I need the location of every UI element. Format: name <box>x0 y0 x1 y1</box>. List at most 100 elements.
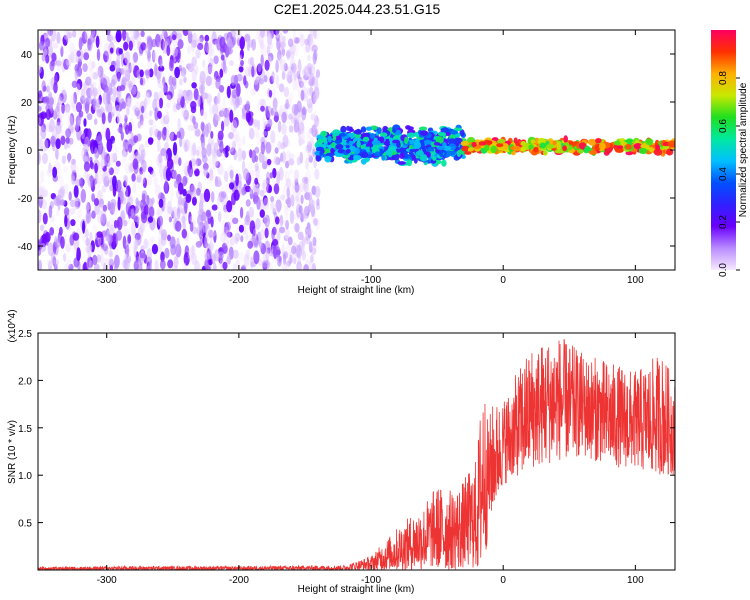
heatmap-cell <box>267 34 271 48</box>
heatmap-cell <box>297 231 304 241</box>
heatmap-cell <box>281 48 286 56</box>
heatmap-cell <box>299 80 304 88</box>
heatmap-cell <box>404 136 409 145</box>
heatmap-cell <box>296 70 301 79</box>
heatmap-cell <box>140 30 145 37</box>
heatmap-cell <box>44 139 49 152</box>
colorbar-tick-label: 0.0 <box>718 263 729 277</box>
heatmap-cell <box>145 89 152 98</box>
heatmap-cell <box>290 63 295 71</box>
heatmap-cell <box>327 135 332 143</box>
heatmap-cell <box>173 153 179 165</box>
heatmap-cell <box>65 137 71 144</box>
heatmap-cell <box>124 124 130 135</box>
heatmap-cell <box>149 167 154 175</box>
heatmap-cell <box>80 188 87 203</box>
heatmap-cell <box>85 237 90 247</box>
heatmap-cell <box>245 199 251 207</box>
heatmap-cell <box>224 150 229 158</box>
heatmap-cell <box>300 89 305 102</box>
heatmap-cell <box>64 142 68 150</box>
heatmap-cell <box>191 245 195 255</box>
heatmap-cell <box>132 180 137 194</box>
heatmap-cell <box>164 142 169 150</box>
heatmap-cell <box>309 30 315 37</box>
heatmap-cell <box>183 76 187 83</box>
heatmap-cell <box>133 214 140 223</box>
heatmap-cell <box>255 131 260 140</box>
heatmap-cell <box>306 227 313 235</box>
heatmap-cell <box>360 126 367 133</box>
heatmap-y-tick-label: 40 <box>21 50 33 61</box>
snr-x-tick-label: -300 <box>97 575 117 586</box>
heatmap-cell <box>253 119 259 128</box>
heatmap-cell <box>190 43 195 53</box>
heatmap-cell <box>197 209 203 217</box>
heatmap-cell <box>133 31 141 38</box>
heatmap-cell <box>182 30 189 37</box>
heatmap-cell <box>136 174 142 183</box>
heatmap-cell <box>422 147 427 152</box>
heatmap-cell <box>157 130 162 141</box>
heatmap-cell <box>172 76 177 87</box>
heatmap-cell <box>182 188 187 197</box>
heatmap-cell <box>233 129 240 139</box>
heatmap-cell <box>116 91 122 103</box>
heatmap-cell <box>65 258 72 268</box>
heatmap-cell <box>241 160 246 174</box>
heatmap-cell <box>139 250 146 262</box>
heatmap-cell <box>83 118 87 127</box>
heatmap-cell <box>128 164 134 173</box>
heatmap-cell <box>281 70 286 81</box>
heatmap-cell <box>319 151 324 156</box>
heatmap-cell <box>640 144 650 149</box>
heatmap-cell <box>203 188 211 202</box>
heatmap-cell <box>100 213 106 226</box>
heatmap-cell <box>179 78 183 86</box>
heatmap-cell <box>46 85 51 93</box>
heatmap-cell <box>419 130 429 136</box>
heatmap-cell <box>160 232 167 246</box>
heatmap-cell <box>304 205 310 217</box>
heatmap-cell <box>173 180 179 189</box>
heatmap-cell <box>143 238 149 250</box>
heatmap-cell <box>157 215 164 227</box>
heatmap-cell <box>298 136 305 145</box>
heatmap-cell <box>277 230 281 241</box>
heatmap-cell <box>169 188 174 203</box>
heatmap-cell <box>556 143 562 150</box>
heatmap-cell <box>169 45 173 53</box>
heatmap-cell <box>147 137 154 145</box>
heatmap-cell <box>252 239 259 249</box>
heatmap-cell <box>171 206 178 219</box>
heatmap-cell <box>58 175 64 190</box>
heatmap-cell <box>93 198 100 206</box>
heatmap-cell <box>232 217 239 225</box>
heatmap-cell <box>56 102 61 116</box>
heatmap-cell <box>223 65 228 74</box>
heatmap-cell <box>258 78 264 85</box>
heatmap-cell <box>97 65 104 78</box>
heatmap-cell <box>95 98 101 109</box>
heatmap-cell <box>176 190 180 199</box>
chart-title: C2E1.2025.044.23.51.G15 <box>273 1 441 17</box>
heatmap-cell <box>147 216 154 223</box>
heatmap-cell <box>48 162 52 174</box>
heatmap-cell <box>231 89 238 99</box>
heatmap-cell <box>441 159 447 167</box>
heatmap-cell <box>60 135 66 146</box>
heatmap-cell <box>175 220 182 232</box>
heatmap-cell <box>221 219 225 232</box>
heatmap-cell <box>249 186 253 195</box>
heatmap-cell <box>288 113 293 120</box>
heatmap-cell <box>261 182 267 189</box>
heatmap-cell <box>148 261 152 270</box>
heatmap-cell <box>166 200 173 214</box>
heatmap-cell <box>248 162 253 169</box>
heatmap-cell <box>113 164 120 175</box>
heatmap-cell <box>124 162 131 175</box>
heatmap-cell <box>264 227 269 239</box>
heatmap-cell <box>282 134 289 148</box>
heatmap-cell <box>110 79 116 88</box>
heatmap-cell <box>41 101 48 113</box>
